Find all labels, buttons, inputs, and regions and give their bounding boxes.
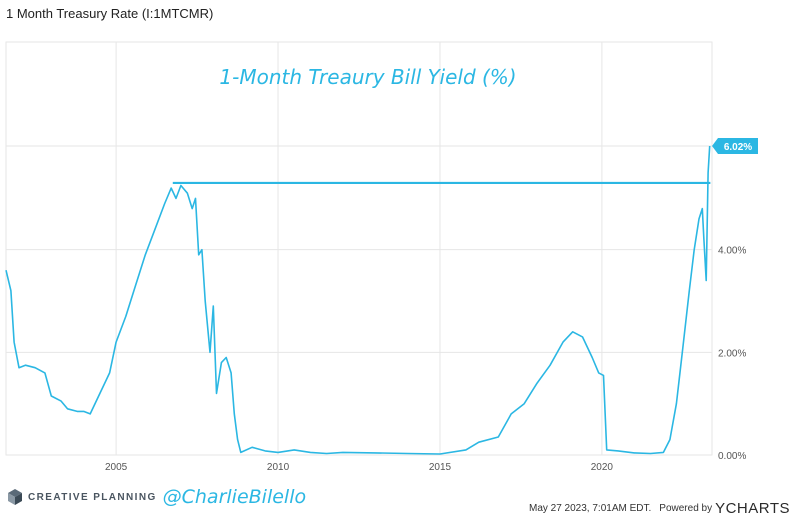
brand-name: CREATIVE PLANNING bbox=[28, 491, 157, 503]
chart-header-title: 1 Month Treasury Rate (I:1MTCMR) bbox=[6, 6, 214, 21]
last-value-badge bbox=[712, 138, 758, 154]
powered-by-text: Powered by bbox=[659, 503, 713, 514]
chart-title: 1-Month Treaury Bill Yield (%) bbox=[219, 65, 516, 89]
x-tick-label: 2015 bbox=[429, 462, 452, 473]
last-value-label: 6.02% bbox=[724, 142, 752, 153]
y-tick-label: 2.00% bbox=[718, 348, 746, 359]
y-tick-label: 4.00% bbox=[718, 246, 746, 257]
creative-planning-branding: CREATIVE PLANNING @CharlieBilello bbox=[6, 486, 306, 508]
y-tick-label: 0.00% bbox=[718, 451, 746, 462]
ycharts-logo: YCHARTS bbox=[715, 500, 790, 517]
timestamp: May 27 2023, 7:01AM EDT. bbox=[528, 503, 652, 514]
x-tick-label: 2005 bbox=[105, 462, 128, 473]
author-handle: @CharlieBilello bbox=[162, 486, 307, 508]
plot-frame bbox=[5, 41, 713, 456]
creative-planning-logo-icon bbox=[8, 489, 22, 505]
x-tick-label: 2010 bbox=[267, 462, 290, 473]
series-line-1-month-treasury bbox=[5, 145, 711, 455]
line-chart: 2005 2010 2015 2020 0.00% 2.00% 4.00% 1-Month … bbox=[5, 41, 758, 473]
x-tick-label: 2020 bbox=[591, 462, 614, 473]
ycharts-attribution: May 27 2023, 7:01AM EDT. Powered by YCHA… bbox=[529, 500, 790, 517]
